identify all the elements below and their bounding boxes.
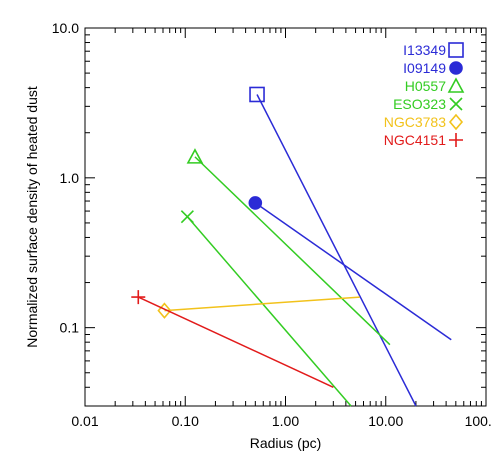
series-ngc3783 (157, 296, 360, 319)
legend-item: H0557 (405, 77, 465, 94)
x-tick-label: 1.00 (272, 413, 299, 429)
series-line (254, 202, 452, 341)
series-h0557 (186, 148, 391, 346)
data-point-marker (186, 148, 204, 164)
legend-item: NGC3783 (384, 113, 464, 131)
x-tick-label: 0.01 (71, 413, 98, 429)
x-tick-label: 100.00 (465, 413, 491, 429)
series-line (137, 296, 334, 388)
x-tick-label: 0.10 (172, 413, 199, 429)
x-tick-label: 10.00 (368, 413, 403, 429)
legend-label: I09149 (403, 60, 446, 76)
data-point-marker (131, 290, 146, 305)
series-line (186, 216, 352, 407)
y-tick-label: 0.1 (60, 320, 80, 336)
legend-label: H0557 (405, 78, 446, 94)
legend-item: NGC4151 (384, 132, 463, 148)
legend: I13349 I09149 H0557 ESO323 NGC3783 NGC4151 (384, 42, 465, 148)
legend-label: I13349 (403, 42, 446, 58)
data-point-marker (249, 86, 265, 103)
series-line (194, 156, 391, 346)
legend-label: ESO323 (393, 96, 446, 112)
series-line (256, 94, 417, 407)
data-point-marker (248, 196, 263, 210)
legend-symbol (448, 42, 464, 58)
legend-symbol (449, 61, 463, 75)
legend-item: I09149 (403, 60, 463, 76)
legend-symbol (449, 97, 463, 111)
legend-label: NGC3783 (384, 114, 446, 130)
series-i13349 (249, 86, 417, 407)
series-line (164, 296, 360, 312)
legend-label: NGC4151 (384, 132, 446, 148)
series-ngc4151 (131, 290, 334, 388)
series-eso323 (180, 210, 352, 407)
axes: 0.01 0.10 1.00 10.00 100.00 0.1 1.0 10.0 (52, 20, 491, 429)
data-point-marker (157, 302, 172, 319)
x-axis-title: Radius (pc) (250, 435, 322, 451)
series-group (131, 86, 452, 407)
y-axis-title: Normalized surface density of heated dus… (24, 86, 40, 348)
legend-symbol (448, 113, 464, 131)
data-point-marker (180, 210, 194, 224)
legend-item: ESO323 (393, 96, 463, 112)
legend-symbol (447, 77, 465, 93)
legend-symbol (449, 133, 463, 147)
y-tick-label: 10.0 (52, 20, 79, 36)
legend-item: I13349 (403, 42, 464, 58)
series-i09149 (248, 196, 452, 341)
y-tick-label: 1.0 (60, 170, 80, 186)
